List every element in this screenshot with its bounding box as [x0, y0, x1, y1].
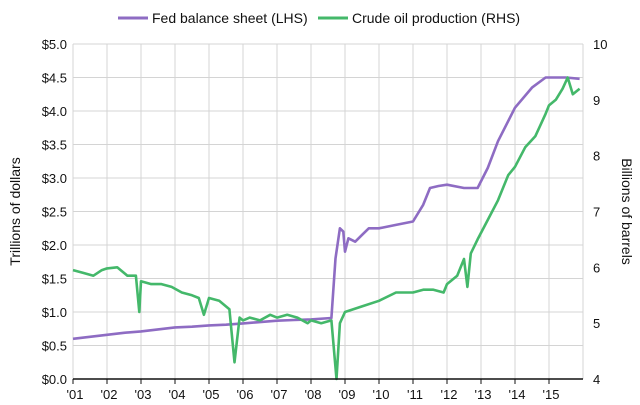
x-tick-label: '08: [305, 387, 322, 402]
x-tick-label: '10: [373, 387, 390, 402]
y-right-tick-label: 6: [593, 260, 600, 275]
x-tick-label: '09: [339, 387, 356, 402]
y-right-tick-label: 10: [593, 37, 607, 52]
y-left-tick-label: $4.0: [42, 104, 67, 119]
y-axis-left-title: Trillions of dollars: [7, 157, 23, 265]
y-right-tick-label: 4: [593, 372, 600, 387]
x-tick-label: '01: [67, 387, 84, 402]
y-right-tick-label: 5: [593, 316, 600, 331]
y-right-tick-label: 8: [593, 149, 600, 164]
y-left-tick-label: $3.5: [42, 138, 67, 153]
series-lines: [72, 76, 581, 381]
series-line-crude-oil-production: [72, 76, 581, 381]
x-tick-label: '06: [237, 387, 254, 402]
y-left-tick-label: $4.5: [42, 71, 67, 86]
y-left-tick-label: $3.0: [42, 171, 67, 186]
y-right-tick-label: 9: [593, 93, 600, 108]
y-axis-right-title: Billions of barrels: [619, 158, 635, 265]
x-tick-label: '14: [509, 387, 526, 402]
x-tick-label: '07: [271, 387, 288, 402]
legend-item-fed-balance-sheet: Fed balance sheet (LHS): [118, 10, 308, 26]
y-right-tick-label: 7: [593, 205, 600, 220]
x-tick-label: '05: [203, 387, 220, 402]
x-tick-label: '03: [135, 387, 152, 402]
y-left-tick-label: $1.0: [42, 305, 67, 320]
y-left-tick-label: $2.5: [42, 205, 67, 220]
x-tick-label: '13: [475, 387, 492, 402]
x-tick-label: '11: [407, 387, 423, 402]
legend-item-crude-oil-production: Crude oil production (RHS): [318, 10, 520, 26]
series-line-fed-balance-sheet: [72, 76, 580, 341]
y-left-tick-label: $2.0: [42, 238, 67, 253]
y-left-tick-label: $1.5: [42, 272, 67, 287]
x-tick-label: '12: [441, 387, 458, 402]
y-left-tick-label: $5.0: [42, 37, 67, 52]
y-left-tick-label: $0.5: [42, 339, 67, 354]
y-left-tick-label: $0.0: [42, 372, 67, 387]
axes: '01 '02 '03 '04 '05 '06 '07 '08 '09 '10 '11 '12 '13 '…: [42, 37, 608, 402]
legend-label: Crude oil production (RHS): [352, 10, 520, 26]
legend: Fed balance sheet (LHS) Crude oil product…: [118, 10, 520, 26]
x-tick-label: '15: [543, 387, 560, 402]
grid: [72, 43, 584, 380]
x-tick-label: '02: [101, 387, 118, 402]
x-tick-label: '04: [169, 387, 186, 402]
legend-label: Fed balance sheet (LHS): [152, 10, 308, 26]
